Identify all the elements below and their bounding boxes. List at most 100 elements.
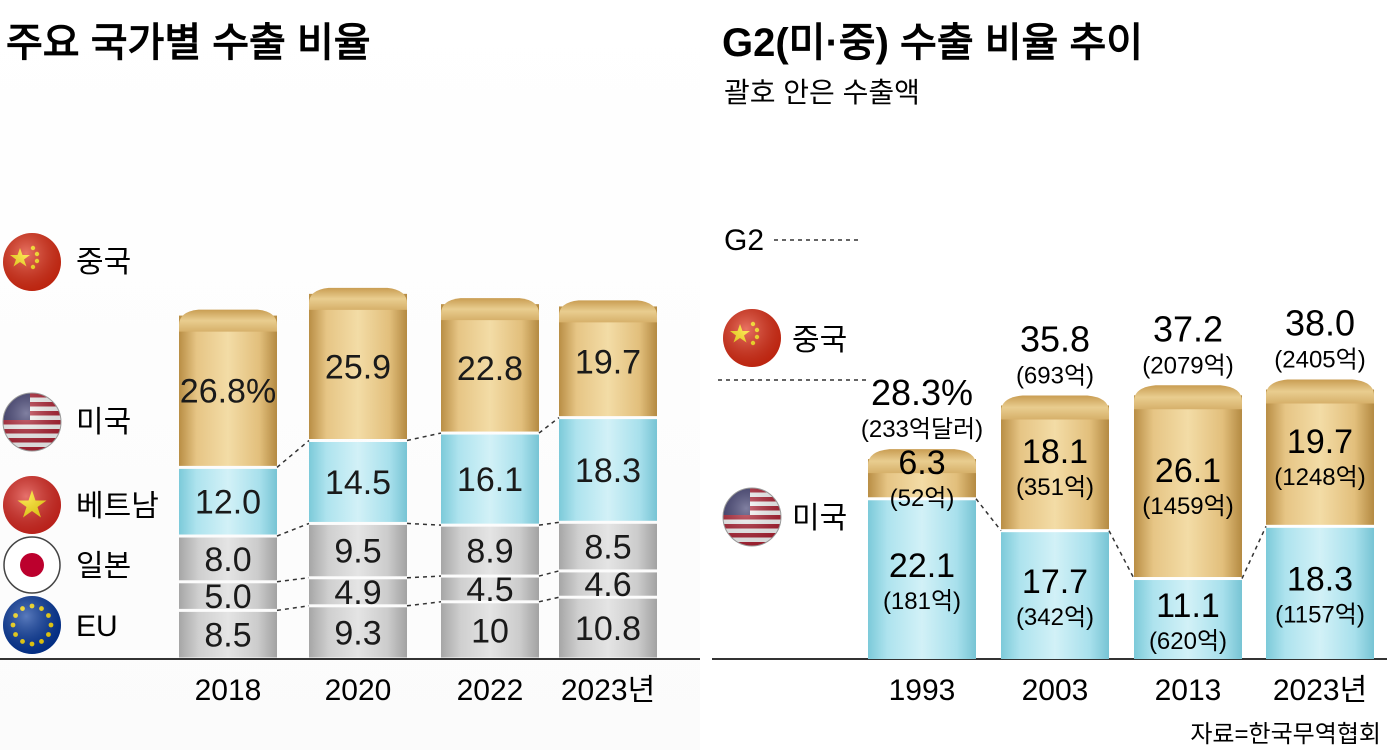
left-bar-cap	[179, 309, 277, 332]
left-connector-line	[276, 605, 310, 612]
vietnam-flag-icon	[3, 476, 61, 534]
left-bar-segment	[309, 293, 407, 439]
right-china-value-label: 18.1	[1022, 433, 1088, 471]
us-flag-border-right	[722, 487, 782, 547]
right-us-amount-label: (342억)	[1016, 604, 1094, 631]
right-bar-cap	[1001, 395, 1109, 420]
right-bar-china	[1134, 395, 1242, 578]
left-segment-value-label: 22.8	[457, 350, 523, 388]
right-us-amount-label: (620억)	[1149, 628, 1227, 655]
left-legend-eu: EU	[76, 610, 118, 643]
left-bar-segment	[441, 434, 539, 524]
right-bar-cap	[1134, 385, 1242, 410]
right-total-value-label: 38.0	[1285, 303, 1355, 344]
left-connector-line	[538, 417, 560, 434]
left-x-label-2023: 2023년	[561, 674, 655, 707]
right-us-amount-label: (1157억)	[1275, 602, 1365, 629]
right-us-value-label: 11.1	[1156, 587, 1220, 625]
right-x-label-2013: 2013	[1155, 674, 1222, 707]
right-china-value-label: 6.3	[898, 444, 945, 482]
right-bar-cap	[1266, 379, 1374, 404]
right-total-amount-label: (693억)	[1016, 362, 1094, 389]
right-total-amount-label: (2079억)	[1142, 352, 1233, 379]
source-note: 자료=한국무역협회	[1190, 721, 1381, 748]
left-connector-line	[276, 577, 310, 583]
panel-divider	[706, 0, 708, 750]
left-segment-value-label: 4.6	[584, 566, 631, 604]
left-connector-line	[538, 570, 560, 577]
china-flag-icon-right	[723, 309, 781, 367]
right-legend-us: 미국	[792, 502, 847, 535]
left-bar-segment	[309, 607, 407, 658]
left-chart-title: 주요 국가별 수출 비율	[6, 21, 371, 65]
left-bar-segment	[179, 611, 277, 658]
right-connectors	[975, 498, 1267, 579]
right-chart-subtitle: 괄호 안은 수출액	[724, 77, 920, 108]
right-china-amount-label: (351억)	[1016, 474, 1094, 501]
right-connector-line	[1108, 530, 1135, 579]
left-bar-segment	[179, 315, 277, 466]
left-segment-value-label: 25.9	[325, 348, 391, 386]
left-bar-segment	[441, 603, 539, 658]
left-segment-value-label: 8.5	[584, 529, 631, 567]
left-bar-segment	[559, 523, 657, 570]
left-segment-value-label: 16.1	[457, 461, 523, 499]
left-bar-segment	[309, 441, 407, 522]
left-connector-line	[276, 439, 310, 468]
left-bar-segment	[309, 579, 407, 605]
right-total-value-label: 28.3%	[871, 372, 973, 413]
left-bar-segment	[441, 577, 539, 601]
right-x-label-2003: 2003	[1022, 674, 1089, 707]
left-connector-line	[538, 596, 560, 603]
right-us-value-label: 18.3	[1287, 561, 1353, 599]
right-bar-us	[868, 500, 976, 659]
right-china-amount-label: (52억)	[890, 485, 955, 512]
right-china-amount-label: (1248억)	[1274, 464, 1365, 491]
left-bars	[179, 287, 657, 658]
right-china-value-label: 19.7	[1287, 423, 1353, 461]
left-connector-line	[406, 575, 442, 579]
left-segment-value-label: 10.8	[575, 610, 641, 648]
right-bar-cap	[868, 449, 976, 474]
left-bar-segment	[309, 524, 407, 577]
right-china-value-label: 26.1	[1155, 452, 1221, 490]
left-bar-segment	[559, 419, 657, 521]
left-segment-value-label: 8.5	[204, 617, 251, 655]
right-x-label-2023: 2023년	[1273, 674, 1367, 707]
left-segment-value-label: 8.0	[204, 541, 251, 579]
eu-flag-icon	[3, 596, 61, 654]
left-legend-japan: 일본	[76, 550, 131, 583]
right-total-value-label: 37.2	[1153, 308, 1223, 349]
us-flag-icon-right	[723, 488, 781, 546]
right-connector-line	[975, 498, 1002, 532]
left-bar-cap	[441, 298, 539, 321]
us-flag-icon	[3, 393, 61, 451]
left-legend-china: 중국	[76, 246, 131, 279]
left-bar-cap	[559, 300, 657, 323]
right-total-amount-label: (233억달러)	[861, 416, 983, 443]
japan-flag-icon	[3, 536, 61, 594]
right-bars	[868, 379, 1374, 659]
right-chart-title: G2(미·중) 수출 비율 추이	[722, 21, 1143, 65]
left-segment-value-label: 4.5	[466, 571, 513, 609]
left-connector-line	[406, 522, 442, 526]
left-segment-value-label: 12.0	[195, 484, 261, 522]
left-bar-segment	[179, 537, 277, 581]
right-us-amount-label: (181억)	[883, 588, 961, 615]
right-segment-labels: 22.1 (181억) 6.3 (52억) 28.3% (233억달러) 17.7 (342억…	[861, 303, 1366, 655]
right-us-value-label: 22.1	[889, 547, 955, 585]
left-segment-value-label: 26.8%	[180, 373, 276, 411]
left-connector-line	[406, 601, 442, 607]
left-legend-vietnam: 베트남	[76, 490, 159, 523]
china-flag-icon	[3, 233, 61, 291]
left-segment-value-label: 18.3	[575, 452, 641, 490]
left-x-label-2020: 2020	[325, 674, 392, 707]
right-bar-china	[1266, 389, 1374, 525]
right-bar-us	[1001, 532, 1109, 659]
left-segment-value-label: 14.5	[325, 464, 391, 502]
left-segment-value-label: 4.9	[334, 574, 381, 612]
right-x-label-1993: 1993	[889, 674, 956, 707]
left-bar-segment	[441, 304, 539, 432]
left-bar-segment	[179, 468, 277, 535]
